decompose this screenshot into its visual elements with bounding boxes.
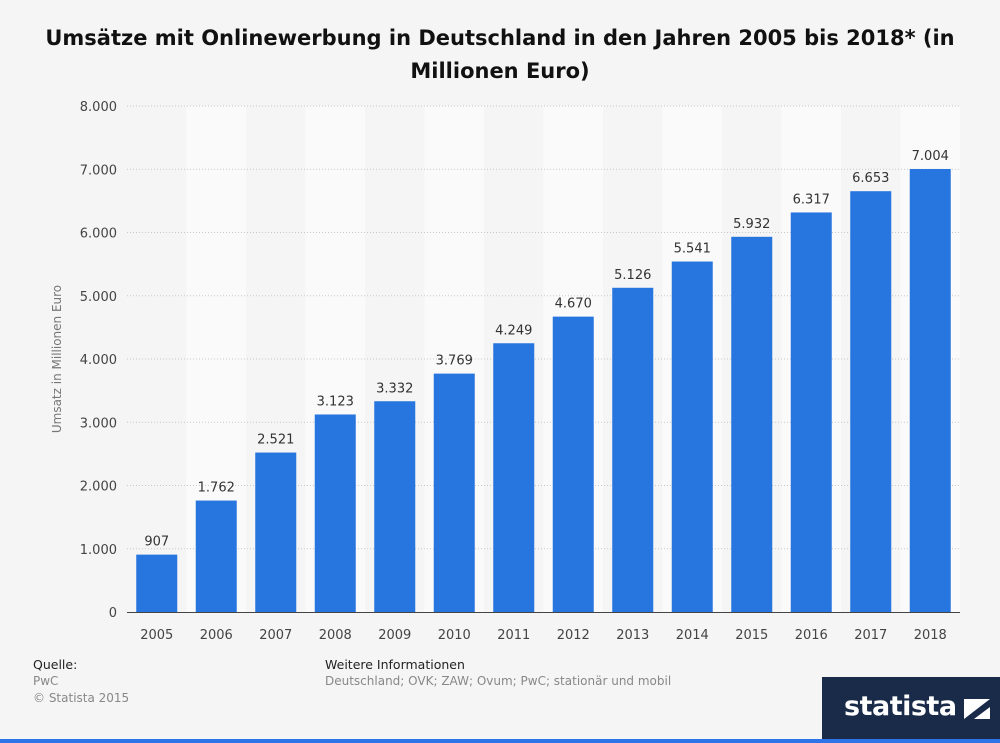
y-tick-label: 8.000 bbox=[80, 100, 117, 115]
source-heading: Quelle: bbox=[33, 657, 78, 672]
x-tick-label: 2015 bbox=[735, 628, 768, 643]
x-tick-label: 2005 bbox=[140, 628, 173, 643]
bar-value-label: 6.317 bbox=[793, 192, 830, 207]
bar-value-label: 4.670 bbox=[555, 297, 592, 312]
bar bbox=[850, 191, 892, 612]
x-tick-label: 2006 bbox=[200, 628, 233, 643]
x-tick-label: 2007 bbox=[259, 628, 292, 643]
bar bbox=[314, 414, 356, 612]
x-tick-label: 2011 bbox=[497, 628, 530, 643]
statista-logo-icon bbox=[964, 699, 990, 719]
bar bbox=[731, 236, 773, 612]
bar bbox=[136, 554, 178, 612]
chart-title-line-2: Millionen Euro) bbox=[410, 59, 590, 83]
x-tick-label: 2008 bbox=[319, 628, 352, 643]
y-tick-label: 4.000 bbox=[80, 353, 117, 368]
y-tick-label: 3.000 bbox=[80, 416, 117, 431]
bar bbox=[195, 500, 237, 612]
chart-title-line-1: Umsätze mit Onlinewerbung in Deutschland… bbox=[45, 26, 955, 50]
y-tick-label: 6.000 bbox=[80, 227, 117, 242]
bar-value-label: 7.004 bbox=[912, 149, 949, 164]
x-tick-label: 2012 bbox=[557, 628, 590, 643]
bar-value-label: 1.762 bbox=[198, 481, 235, 496]
x-tick-label: 2009 bbox=[378, 628, 411, 643]
bar bbox=[612, 287, 654, 612]
bar-value-label: 5.932 bbox=[733, 217, 770, 232]
bar-value-label: 5.541 bbox=[674, 242, 711, 257]
bar-value-label: 907 bbox=[144, 535, 169, 550]
y-tick-label: 5.000 bbox=[80, 290, 117, 305]
x-tick-label: 2010 bbox=[438, 628, 471, 643]
bar bbox=[493, 343, 535, 612]
y-axis-title: Umsatz in Millionen Euro bbox=[50, 285, 64, 433]
bar bbox=[671, 261, 713, 612]
chart-title: Umsätze mit Onlinewerbung in Deutschland… bbox=[20, 22, 980, 88]
y-tick-label: 7.000 bbox=[80, 163, 117, 178]
source-line-1: PwC bbox=[33, 674, 59, 688]
info-block: Weitere Informationen Deutschland; OVK; … bbox=[325, 656, 671, 690]
source-block: Quelle: PwC © Statista 2015 bbox=[33, 656, 129, 707]
bar-value-label: 3.123 bbox=[317, 394, 354, 409]
bar-value-label: 3.769 bbox=[436, 354, 473, 369]
info-heading: Weitere Informationen bbox=[325, 657, 465, 672]
source-line-2: © Statista 2015 bbox=[33, 691, 130, 705]
bar bbox=[909, 168, 951, 612]
bar bbox=[790, 212, 832, 612]
bar-value-label: 6.653 bbox=[852, 171, 889, 186]
x-tick-label: 2014 bbox=[676, 628, 709, 643]
bar bbox=[433, 373, 475, 612]
bar-value-label: 2.521 bbox=[257, 433, 294, 448]
y-tick-label: 0 bbox=[109, 606, 117, 621]
bar-value-label: 3.332 bbox=[376, 381, 413, 396]
x-tick-label: 2017 bbox=[854, 628, 887, 643]
bar bbox=[552, 316, 594, 612]
bar-value-label: 5.126 bbox=[614, 268, 651, 283]
bar bbox=[255, 452, 297, 612]
x-tick-label: 2013 bbox=[616, 628, 649, 643]
x-tick-label: 2018 bbox=[914, 628, 947, 643]
info-text: Deutschland; OVK; ZAW; Ovum; PwC; statio… bbox=[325, 674, 672, 688]
statista-logo-text: statista bbox=[844, 691, 957, 722]
statista-logo[interactable]: statista bbox=[822, 677, 1000, 739]
bar bbox=[374, 401, 416, 612]
bar-chart: 0 1.000 2.000 3.000 4.000 5.000 6.000 7.000 8.00… bbox=[50, 100, 960, 643]
bottom-accent-line bbox=[0, 739, 1000, 743]
y-tick-label: 1.000 bbox=[80, 543, 117, 558]
bar-value-label: 4.249 bbox=[495, 323, 532, 338]
x-tick-label: 2016 bbox=[795, 628, 828, 643]
y-tick-label: 2.000 bbox=[80, 480, 117, 495]
